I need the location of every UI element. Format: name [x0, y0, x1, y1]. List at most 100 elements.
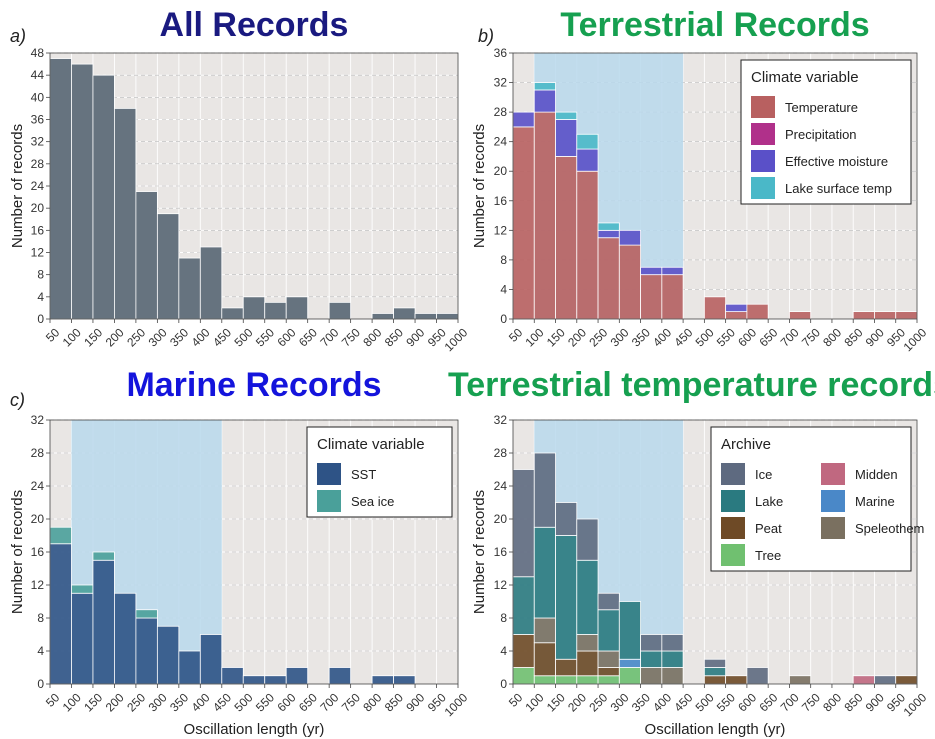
panel-title: Marine Records — [126, 366, 381, 404]
y-tick-label: 20 — [494, 164, 508, 178]
bar-tree-50 — [512, 667, 535, 685]
panel-letter: c) — [10, 390, 25, 410]
legend-label-lake: Lake — [755, 494, 783, 509]
bar-lake-surface-temp-200 — [576, 133, 599, 150]
bar-records-700 — [328, 301, 352, 320]
legend-label-sea-ice: Sea ice — [351, 494, 394, 509]
x-tick-label: 600 — [735, 690, 759, 714]
bar-records-600 — [285, 296, 309, 320]
y-tick-label: 0 — [500, 677, 507, 691]
y-axis-label: Number of records — [471, 124, 488, 248]
x-tick-label: 100 — [60, 690, 84, 714]
chart-panel-4: 0 4 8 12 16 20 24 28 32 5010015020025030035040045… — [448, 366, 935, 738]
bar-temperature-250 — [597, 237, 620, 320]
bar-records-950 — [436, 313, 459, 320]
bar-peat-550 — [725, 675, 748, 685]
legend-swatch-peat — [721, 517, 745, 539]
legend-swatch-temperature — [751, 96, 775, 118]
legend-swatch-sst — [317, 463, 341, 485]
legend: Climate variable SST Sea ice — [306, 426, 453, 518]
y-tick-label: 28 — [31, 446, 45, 460]
bar-effective-moisture-100 — [533, 89, 556, 113]
bar-ice-250 — [597, 592, 620, 611]
bar-lake-150 — [555, 535, 578, 660]
legend-swatch-speleothem — [821, 517, 845, 539]
legend-title: Archive — [721, 436, 771, 453]
x-tick-label: 800 — [360, 690, 384, 714]
y-tick-label: 20 — [31, 201, 45, 215]
y-tick-label: 16 — [494, 194, 508, 208]
x-tick-label: 750 — [799, 325, 823, 349]
x-tick-label: 100 — [523, 325, 547, 349]
x-tick-label: 750 — [339, 690, 363, 714]
y-tick-label: 24 — [31, 479, 45, 493]
y-tick-label: 32 — [31, 413, 45, 427]
bar-records-300 — [156, 213, 180, 320]
bar-ice-50 — [512, 469, 535, 578]
x-tick-label: 250 — [124, 325, 148, 349]
legend-label-effective-moisture: Effective moisture — [785, 154, 888, 169]
y-tick-label: 4 — [500, 644, 507, 658]
panel-title: Terrestrial temperature records — [448, 366, 935, 404]
y-tick-label: 20 — [494, 512, 508, 526]
bar-sst-350 — [178, 650, 201, 685]
bar-sst-450 — [221, 667, 244, 685]
bar-tree-250 — [597, 675, 620, 685]
legend: Climate variable Temperature Precipitation… — [740, 59, 912, 205]
legend-label-precipitation: Precipitation — [785, 127, 857, 142]
x-tick-label: 900 — [403, 325, 427, 349]
y-tick-label: 44 — [31, 68, 45, 82]
bar-temperature-150 — [555, 156, 578, 320]
y-tick-label: 12 — [494, 578, 508, 592]
bar-records-150 — [92, 74, 115, 320]
y-tick-label: 16 — [494, 545, 508, 559]
bar-records-50 — [49, 58, 72, 320]
x-tick-label: 750 — [339, 325, 363, 349]
y-tick-label: 24 — [31, 179, 45, 193]
x-tick-label: 350 — [629, 325, 653, 349]
x-tick-label: 650 — [756, 690, 780, 714]
x-tick-label: 900 — [863, 325, 887, 349]
bar-records-100 — [71, 63, 94, 320]
bar-temperature-300 — [618, 244, 641, 320]
bar-tree-100 — [533, 675, 556, 685]
x-tick-label: 800 — [820, 690, 844, 714]
bar-midden-850 — [852, 675, 875, 685]
bar-temperature-950 — [895, 311, 918, 320]
x-tick-label: 1000 — [442, 690, 471, 719]
bar-ice-600 — [746, 667, 769, 685]
bar-sst-400 — [199, 634, 223, 685]
x-tick-label: 900 — [403, 690, 427, 714]
x-tick-label: 850 — [841, 690, 865, 714]
bar-temperature-100 — [533, 111, 556, 320]
bar-lake-50 — [512, 576, 535, 635]
bar-ice-200 — [576, 518, 599, 561]
panel-title: Terrestrial Records — [560, 6, 869, 44]
y-tick-label: 8 — [500, 253, 507, 267]
x-tick-label: 600 — [735, 325, 759, 349]
legend-swatch-effective-moisture — [751, 150, 775, 172]
y-tick-label: 8 — [500, 611, 507, 625]
bar-records-850 — [393, 307, 416, 320]
x-tick-label: 700 — [317, 325, 341, 349]
x-tick-label: 200 — [565, 325, 589, 349]
legend-swatch-tree — [721, 544, 745, 566]
y-tick-label: 4 — [37, 290, 44, 304]
x-tick-label: 600 — [274, 690, 298, 714]
x-tick-label: 400 — [650, 690, 674, 714]
x-tick-label: 450 — [210, 690, 234, 714]
x-tick-label: 300 — [146, 690, 170, 714]
chart-panel-3: 0 4 8 12 16 20 24 28 32 5010015020025030035040045… — [9, 366, 471, 738]
x-tick-label: 700 — [778, 690, 802, 714]
x-tick-label: 250 — [586, 690, 610, 714]
bar-sst-850 — [393, 675, 416, 685]
x-tick-label: 350 — [167, 325, 191, 349]
bar-lake-500 — [703, 667, 727, 677]
panel-letter: a) — [10, 26, 26, 46]
bar-ice-150 — [555, 502, 578, 536]
x-tick-label: 100 — [523, 690, 547, 714]
x-tick-label: 150 — [81, 690, 105, 714]
legend-label-lake-surface-temp: Lake surface temp — [785, 181, 892, 196]
bar-temperature-350 — [640, 274, 663, 320]
bar-sst-200 — [114, 592, 137, 685]
